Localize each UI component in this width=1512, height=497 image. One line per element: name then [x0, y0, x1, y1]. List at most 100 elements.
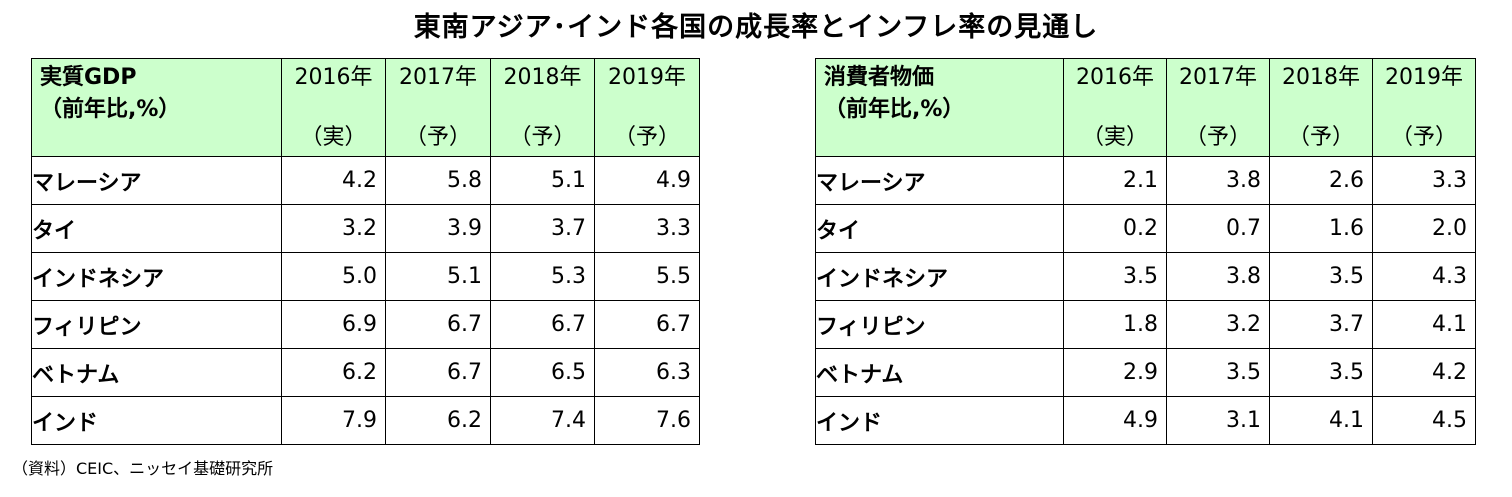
- year-header-cell: 2017年 （予）: [1166, 58, 1270, 157]
- value-cell: 0.7: [1166, 204, 1270, 253]
- value-cell: 1.6: [1269, 204, 1373, 253]
- country-name: ベトナム: [815, 348, 1064, 397]
- year-header-cell: 2018年 （予）: [1269, 58, 1373, 157]
- header-unit: （前年比,%）: [40, 97, 181, 122]
- value-cell: 4.2: [281, 156, 386, 205]
- value-cell: 3.8: [1166, 252, 1270, 301]
- actual-forecast-note: （実）: [1081, 125, 1148, 150]
- value-cell: 6.2: [281, 348, 386, 397]
- value-cell: 7.6: [594, 396, 700, 445]
- table-row: タイ 3.2 3.9 3.7 3.3: [31, 204, 700, 253]
- year-header-cell: 2018年 （予）: [490, 58, 595, 157]
- actual-forecast-note: （予）: [1287, 125, 1354, 150]
- value-cell: 6.7: [385, 300, 491, 349]
- value-cell: 6.7: [594, 300, 700, 349]
- source-note: （資料）CEIC、ニッセイ基礎研究所: [12, 459, 274, 478]
- value-cell: 3.1: [1166, 396, 1270, 445]
- year-header-cell: 2019年 （予）: [594, 58, 700, 157]
- table-row: ベトナム 2.9 3.5 3.5 4.2: [815, 348, 1476, 397]
- value-cell: 4.1: [1269, 396, 1373, 445]
- country-name: マレーシア: [31, 156, 282, 205]
- value-cell: 7.9: [281, 396, 386, 445]
- table-row: インドネシア 5.0 5.1 5.3 5.5: [31, 252, 700, 301]
- value-cell: 5.1: [490, 156, 595, 205]
- value-cell: 4.9: [1063, 396, 1167, 445]
- table-header-label: 実質GDP （前年比,%）: [31, 58, 282, 157]
- table-row: フィリピン 6.9 6.7 6.7 6.7: [31, 300, 700, 349]
- country-name: フィリピン: [31, 300, 282, 349]
- value-cell: 5.8: [385, 156, 491, 205]
- value-cell: 6.7: [490, 300, 595, 349]
- value-cell: 3.5: [1063, 252, 1167, 301]
- year-label: 2016年: [294, 65, 373, 90]
- actual-forecast-note: （実）: [300, 125, 367, 150]
- country-name: フィリピン: [815, 300, 1064, 349]
- year-label: 2019年: [608, 65, 686, 90]
- value-cell: 3.5: [1269, 348, 1373, 397]
- table-header-row: 実質GDP （前年比,%） 2016年 （実） 2017年 （予） 2018年 （予）…: [31, 58, 700, 157]
- header-title: 消費者物価: [824, 65, 935, 90]
- header-unit: （前年比,%）: [824, 97, 965, 122]
- actual-forecast-note: （予）: [1184, 125, 1251, 150]
- page-title: 東南アジア･インド各国の成長率とインフレ率の見通し: [413, 12, 1099, 43]
- table-row: マレーシア 2.1 3.8 2.6 3.3: [815, 156, 1476, 205]
- table-header-row: 消費者物価 （前年比,%） 2016年 （実） 2017年 （予） 2018年 （予）…: [815, 58, 1476, 157]
- value-cell: 5.5: [594, 252, 700, 301]
- actual-forecast-note: （予）: [509, 125, 576, 150]
- value-cell: 3.5: [1269, 252, 1373, 301]
- value-cell: 3.7: [490, 204, 595, 253]
- year-header-cell: 2017年 （予）: [385, 58, 491, 157]
- year-label: 2016年: [1076, 65, 1154, 90]
- actual-forecast-note: （予）: [404, 125, 471, 150]
- value-cell: 3.3: [1372, 156, 1476, 205]
- value-cell: 6.3: [594, 348, 700, 397]
- cpi-inflation-table: 消費者物価 （前年比,%） 2016年 （実） 2017年 （予） 2018年 （予）…: [815, 58, 1476, 445]
- country-name: タイ: [31, 204, 282, 253]
- value-cell: 5.0: [281, 252, 386, 301]
- country-name: インド: [815, 396, 1064, 445]
- value-cell: 3.2: [1166, 300, 1270, 349]
- value-cell: 6.2: [385, 396, 491, 445]
- actual-forecast-note: （予）: [613, 125, 680, 150]
- value-cell: 3.5: [1166, 348, 1270, 397]
- value-cell: 3.9: [385, 204, 491, 253]
- value-cell: 3.7: [1269, 300, 1373, 349]
- value-cell: 4.1: [1372, 300, 1476, 349]
- value-cell: 0.2: [1063, 204, 1167, 253]
- value-cell: 3.2: [281, 204, 386, 253]
- value-cell: 2.1: [1063, 156, 1167, 205]
- gdp-growth-table: 実質GDP （前年比,%） 2016年 （実） 2017年 （予） 2018年 （予）…: [31, 58, 700, 445]
- value-cell: 2.6: [1269, 156, 1373, 205]
- value-cell: 7.4: [490, 396, 595, 445]
- table-row: ベトナム 6.2 6.7 6.5 6.3: [31, 348, 700, 397]
- year-label: 2017年: [399, 65, 477, 90]
- value-cell: 4.3: [1372, 252, 1476, 301]
- table-row: インド 7.9 6.2 7.4 7.6: [31, 396, 700, 445]
- table-row: フィリピン 1.8 3.2 3.7 4.1: [815, 300, 1476, 349]
- country-name: インドネシア: [815, 252, 1064, 301]
- value-cell: 4.2: [1372, 348, 1476, 397]
- value-cell: 5.3: [490, 252, 595, 301]
- country-name: タイ: [815, 204, 1064, 253]
- actual-forecast-note: （予）: [1390, 125, 1457, 150]
- year-label: 2017年: [1179, 65, 1257, 90]
- value-cell: 6.7: [385, 348, 491, 397]
- table-row: タイ 0.2 0.7 1.6 2.0: [815, 204, 1476, 253]
- year-label: 2018年: [1282, 65, 1360, 90]
- value-cell: 3.3: [594, 204, 700, 253]
- value-cell: 1.8: [1063, 300, 1167, 349]
- country-name: ベトナム: [31, 348, 282, 397]
- value-cell: 5.1: [385, 252, 491, 301]
- value-cell: 6.5: [490, 348, 595, 397]
- value-cell: 2.9: [1063, 348, 1167, 397]
- country-name: インドネシア: [31, 252, 282, 301]
- value-cell: 4.9: [594, 156, 700, 205]
- value-cell: 6.9: [281, 300, 386, 349]
- header-title: 実質GDP: [40, 65, 137, 90]
- value-cell: 2.0: [1372, 204, 1476, 253]
- country-name: インド: [31, 396, 282, 445]
- value-cell: 3.8: [1166, 156, 1270, 205]
- table-header-label: 消費者物価 （前年比,%）: [815, 58, 1064, 157]
- table-row: マレーシア 4.2 5.8 5.1 4.9: [31, 156, 700, 205]
- table-row: インド 4.9 3.1 4.1 4.5: [815, 396, 1476, 445]
